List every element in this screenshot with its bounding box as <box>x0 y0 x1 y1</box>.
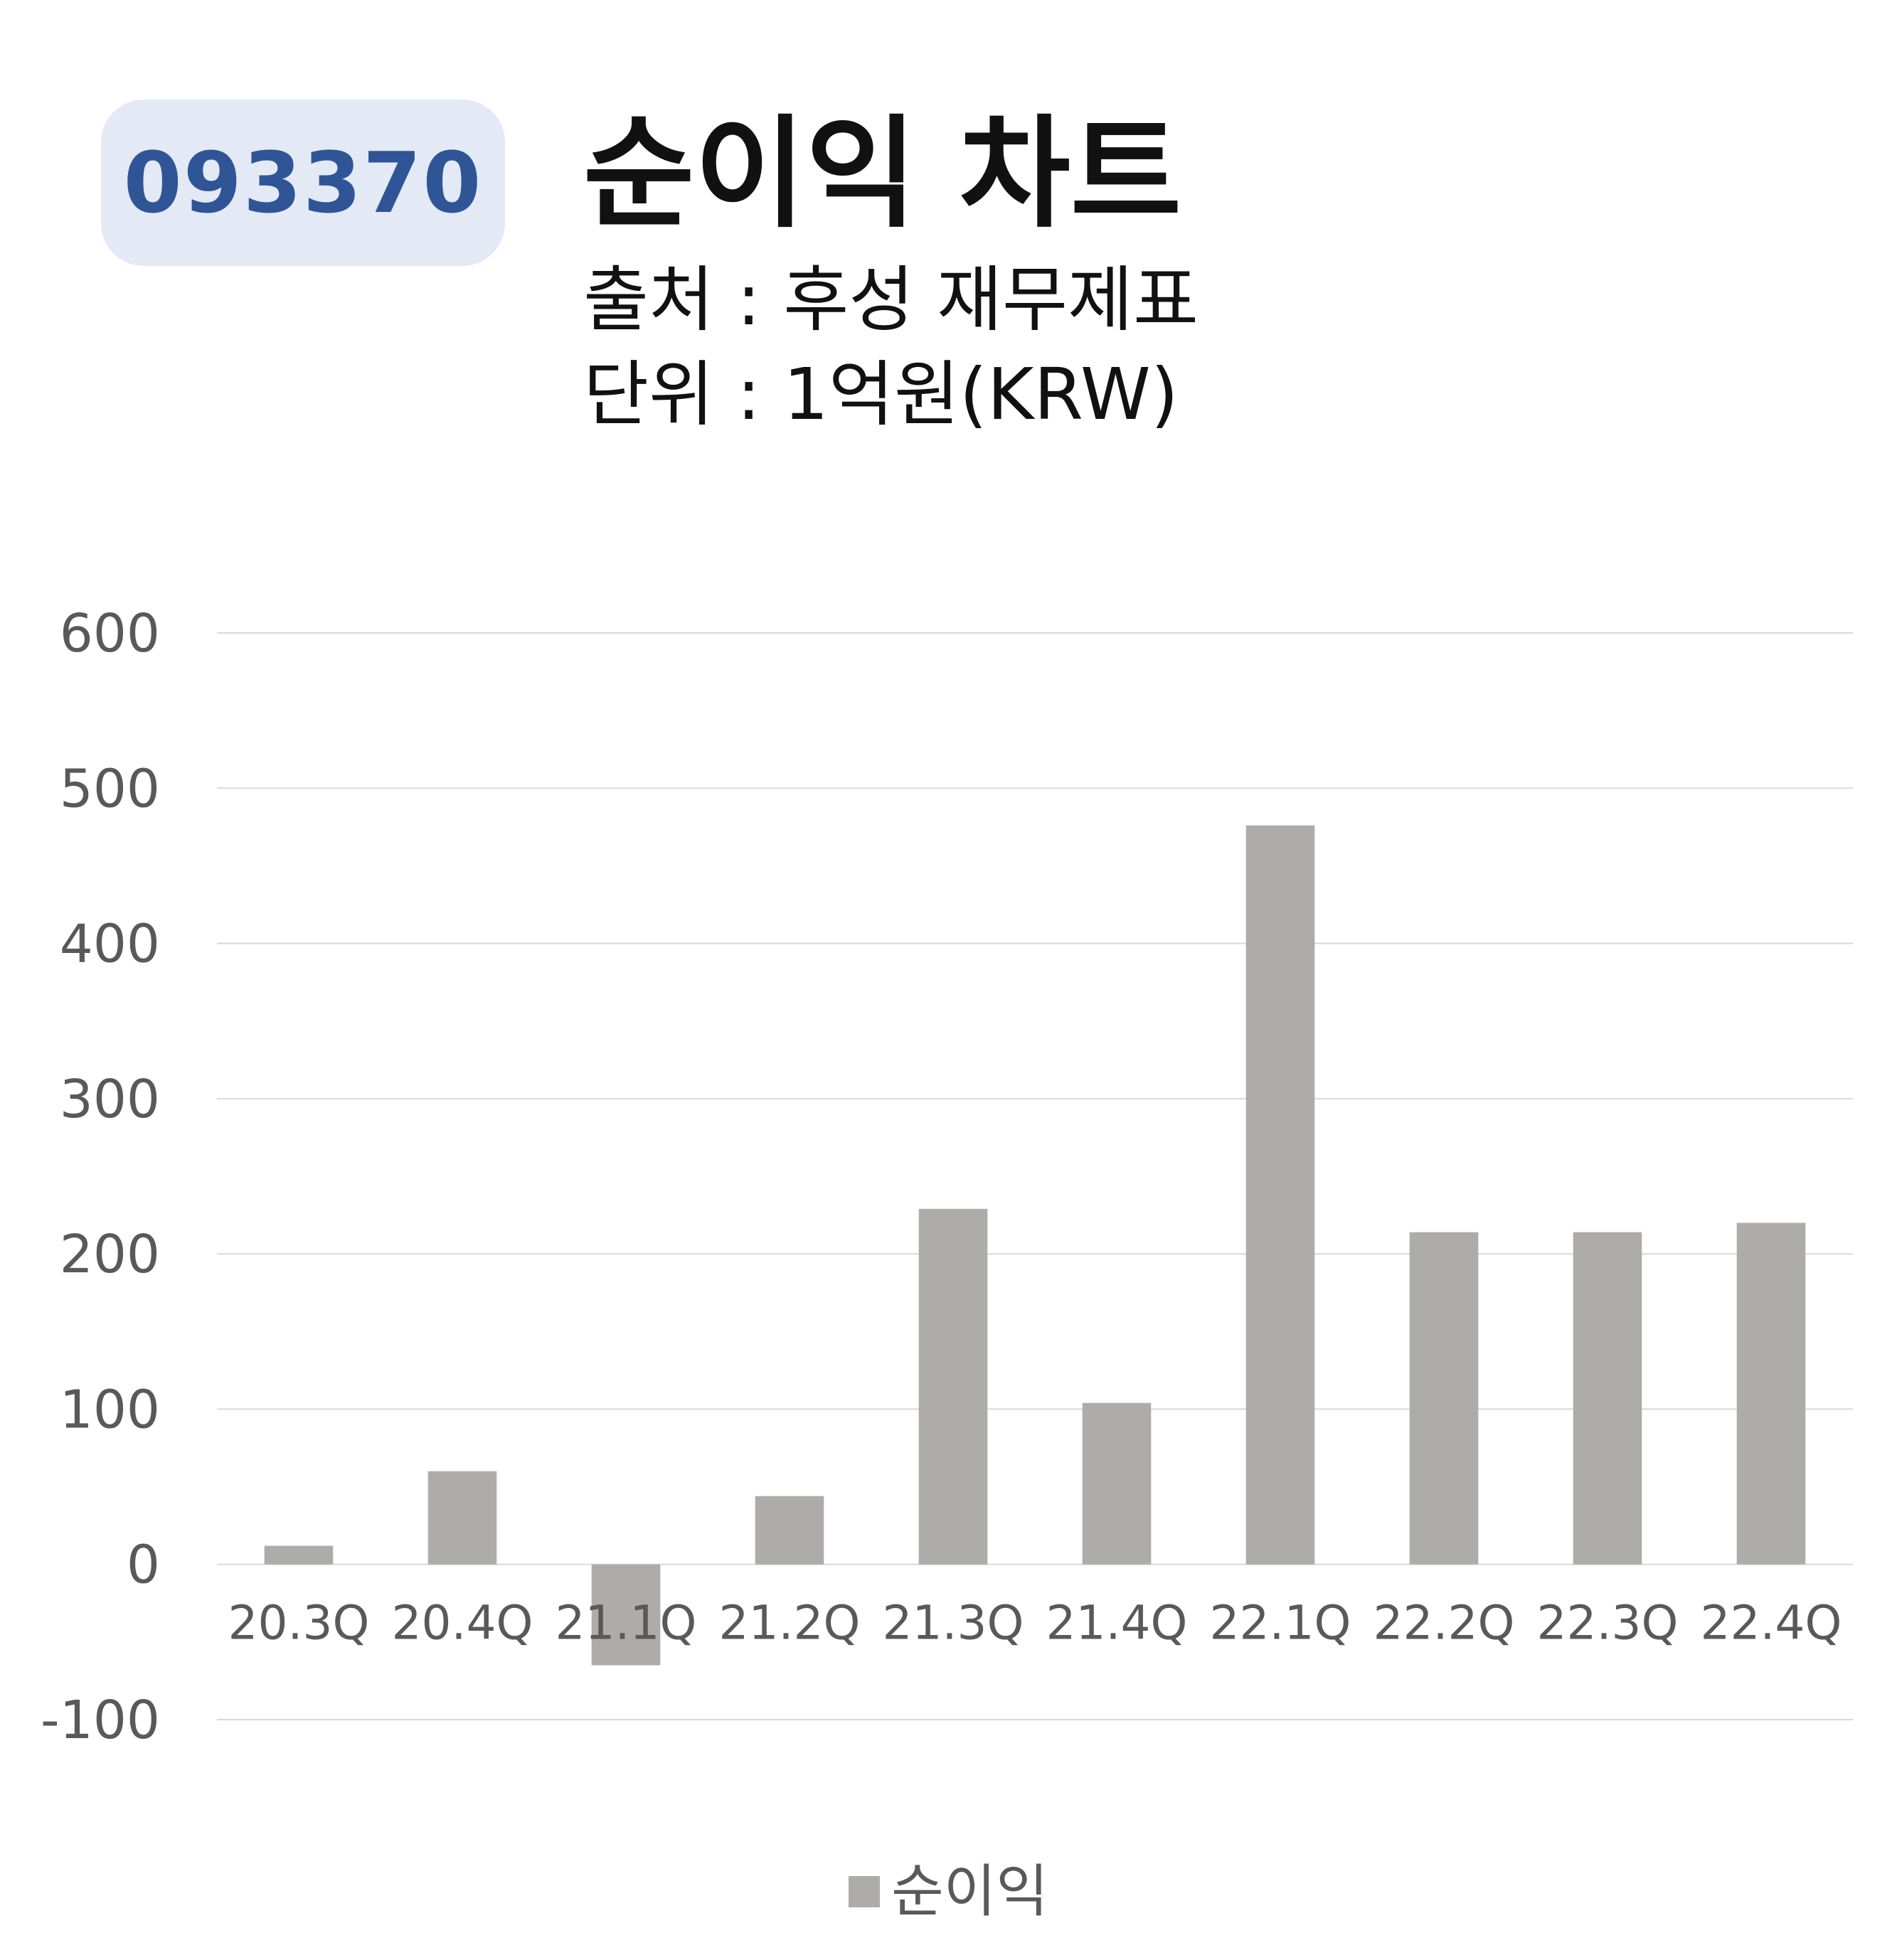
bar <box>1573 1232 1642 1565</box>
bar <box>1245 825 1315 1565</box>
y-tick-label: 0 <box>127 1535 160 1596</box>
chart-title: 순이익 차트 <box>583 104 1182 245</box>
ticker-badge: 093370 <box>101 100 505 266</box>
legend: 순이익 <box>0 1863 1897 1920</box>
source-note: 출처 : 후성 재무제표 <box>583 258 1199 341</box>
x-category-label: 21.1Q <box>556 1596 697 1651</box>
x-category-label: 21.3Q <box>883 1596 1024 1651</box>
y-tick-label: 500 <box>60 758 160 819</box>
bar <box>427 1471 497 1565</box>
bar <box>1736 1223 1806 1565</box>
x-category-label: 20.4Q <box>392 1596 533 1651</box>
y-tick-label: 600 <box>60 603 160 664</box>
x-category-label: 22.3Q <box>1537 1596 1679 1651</box>
bar <box>591 1564 661 1666</box>
y-tick-label: 300 <box>60 1069 160 1130</box>
x-category-label: 22.4Q <box>1701 1596 1842 1651</box>
bar <box>1082 1402 1152 1565</box>
bar <box>918 1208 988 1565</box>
y-tick-label: -100 <box>41 1690 160 1751</box>
x-category-label: 21.2Q <box>719 1596 861 1651</box>
bar <box>755 1496 824 1565</box>
bar <box>264 1545 334 1565</box>
y-tick-label: 200 <box>60 1224 160 1285</box>
x-category-label: 22.1Q <box>1210 1596 1351 1651</box>
unit-note: 단위 : 1억원(KRW) <box>583 353 1179 436</box>
y-tick-label: 400 <box>60 914 160 975</box>
legend-label: 순이익 <box>891 1858 1048 1924</box>
ticker-code: 093370 <box>123 134 483 232</box>
x-category-label: 20.3Q <box>228 1596 370 1651</box>
x-category-label: 22.2Q <box>1373 1596 1515 1651</box>
legend-swatch <box>849 1876 881 1907</box>
x-category-label: 21.4Q <box>1046 1596 1188 1651</box>
y-tick-label: 100 <box>60 1379 160 1440</box>
bar <box>1409 1232 1479 1565</box>
